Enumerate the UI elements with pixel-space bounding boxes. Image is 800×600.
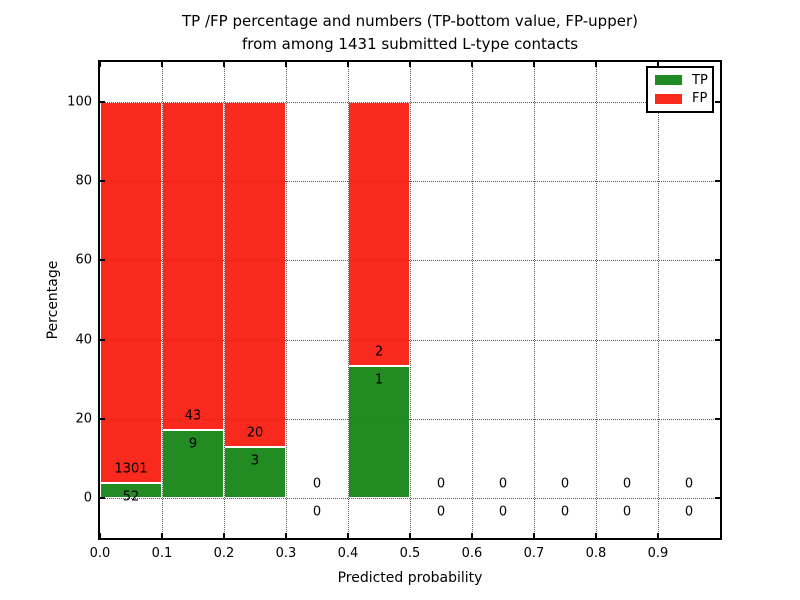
x-tick-bottom xyxy=(595,533,597,538)
x-tick-top xyxy=(223,62,225,67)
fp-count-label: 2 xyxy=(374,344,384,360)
x-tick-bottom xyxy=(347,533,349,538)
v-gridline xyxy=(596,62,597,538)
x-tick-label: 0.0 xyxy=(89,546,111,561)
x-tick-label: 0.1 xyxy=(151,546,173,561)
tp-count-label: 52 xyxy=(122,489,140,505)
v-gridline xyxy=(658,62,659,538)
bar-segment-tp xyxy=(348,366,410,499)
chart-title-line2: from among 1431 submitted L-type contact… xyxy=(241,35,579,53)
y-tick-label: 100 xyxy=(67,94,92,110)
bar-segment-fp xyxy=(162,101,224,430)
y-tick-left xyxy=(100,338,105,341)
fp-count-label: 0 xyxy=(684,476,694,492)
x-tick-top xyxy=(471,62,473,67)
x-tick-label: 0.8 xyxy=(585,546,607,561)
tp-count-label: 1 xyxy=(374,372,384,388)
x-tick-top xyxy=(657,62,659,67)
x-tick-top xyxy=(347,62,349,67)
tp-count-label: 0 xyxy=(498,504,508,520)
tp-count-label: 0 xyxy=(560,504,570,520)
tp-count-label: 0 xyxy=(436,504,446,520)
legend-entry-tp: TP xyxy=(648,74,712,87)
x-axis-label: Predicted probability xyxy=(337,570,483,586)
fp-count-label: 1301 xyxy=(114,461,148,477)
x-tick-bottom xyxy=(99,533,101,538)
fp-count-label: 0 xyxy=(436,476,446,492)
v-gridline xyxy=(472,62,473,538)
v-gridline xyxy=(162,62,163,538)
tp-count-label: 0 xyxy=(622,504,632,520)
x-tick-bottom xyxy=(533,533,535,538)
y-tick-label: 80 xyxy=(75,173,92,189)
y-tick-right xyxy=(715,180,720,182)
tp-count-label: 0 xyxy=(684,504,694,520)
y-tick-right xyxy=(715,497,720,500)
tp-count-label: 3 xyxy=(250,453,260,469)
x-tick-bottom xyxy=(223,533,225,538)
tp-count-label: 0 xyxy=(312,504,322,520)
y-tick-left xyxy=(100,259,105,262)
x-tick-top xyxy=(595,62,597,67)
x-tick-label: 0.6 xyxy=(461,546,483,561)
fp-count-label: 0 xyxy=(622,476,632,492)
y-tick-label: 60 xyxy=(75,252,92,268)
fp-count-label: 0 xyxy=(560,476,570,492)
x-tick-label: 0.4 xyxy=(337,546,359,561)
y-tick-label: 40 xyxy=(75,332,92,348)
y-tick-left xyxy=(100,180,105,182)
v-gridline xyxy=(534,62,535,538)
chart-title: TP /FP percentage and numbers (TP-bottom… xyxy=(100,10,720,56)
y-tick-right xyxy=(715,418,720,420)
v-gridline xyxy=(410,62,411,538)
fp-count-label: 20 xyxy=(246,425,264,441)
y-tick-label: 0 xyxy=(83,490,92,506)
y-tick-left xyxy=(100,100,105,103)
x-tick-top xyxy=(285,62,287,67)
x-tick-bottom xyxy=(657,533,659,538)
bar-segment-fp xyxy=(224,101,286,447)
y-tick-left xyxy=(100,418,105,420)
legend-label: TP xyxy=(692,72,708,88)
bar-segment-tp xyxy=(162,429,224,499)
legend-entry-fp: FP xyxy=(648,92,712,105)
x-tick-bottom xyxy=(471,533,473,538)
v-gridline xyxy=(224,62,225,538)
y-tick-left xyxy=(100,497,105,500)
x-tick-bottom xyxy=(161,533,163,538)
x-tick-label: 0.2 xyxy=(213,546,235,561)
bar-segment-fp xyxy=(348,101,410,367)
x-tick-top xyxy=(161,62,163,67)
y-tick-right xyxy=(715,259,720,262)
fp-count-label: 0 xyxy=(312,476,322,492)
v-gridline xyxy=(286,62,287,538)
x-tick-bottom xyxy=(409,533,411,538)
legend: TP FP xyxy=(646,66,714,113)
bar-segment-fp xyxy=(100,101,162,484)
x-tick-label: 0.3 xyxy=(275,546,297,561)
fp-swatch-icon xyxy=(655,93,682,104)
tp-count-label: 9 xyxy=(188,436,198,452)
x-tick-label: 0.5 xyxy=(399,546,421,561)
x-tick-top xyxy=(409,62,411,67)
y-axis-label: Percentage xyxy=(45,260,61,340)
fp-count-label: 0 xyxy=(498,476,508,492)
tp-swatch-icon xyxy=(655,75,682,86)
y-tick-label: 20 xyxy=(75,411,92,427)
v-gridline xyxy=(348,62,349,538)
chart-title-line1: TP /FP percentage and numbers (TP-bottom… xyxy=(182,12,638,30)
bar-segment-tp xyxy=(100,483,162,499)
x-tick-bottom xyxy=(285,533,287,538)
y-tick-right xyxy=(715,338,720,341)
x-tick-top xyxy=(99,62,101,67)
y-tick-right xyxy=(715,100,720,103)
legend-label: FP xyxy=(692,91,708,107)
x-tick-label: 0.9 xyxy=(647,546,669,561)
fp-count-label: 43 xyxy=(184,408,202,424)
x-tick-top xyxy=(533,62,535,67)
x-tick-label: 0.7 xyxy=(523,546,545,561)
